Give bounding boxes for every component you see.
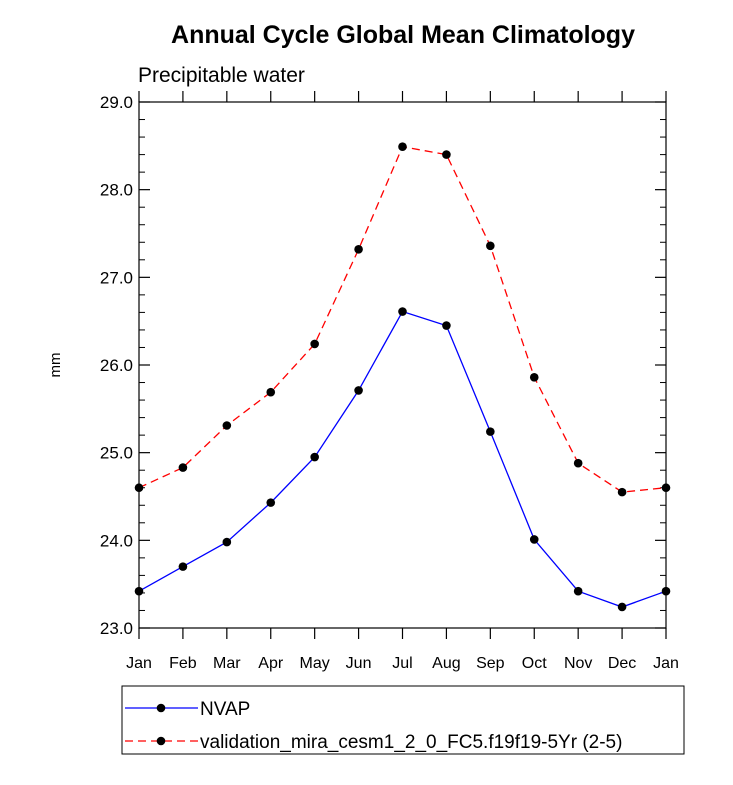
data-point xyxy=(398,142,407,152)
y-tick-label: 23.0 xyxy=(100,619,133,638)
x-tick-label: Dec xyxy=(608,655,636,672)
data-point xyxy=(354,386,363,395)
data-point xyxy=(178,562,188,571)
x-tick-label: Jan xyxy=(126,655,152,672)
data-point xyxy=(661,483,671,493)
x-tick-label: Jan xyxy=(653,655,679,672)
data-point xyxy=(529,372,539,382)
data-point xyxy=(222,421,232,430)
x-tick-label: Apr xyxy=(258,655,284,672)
chart-title: Annual Cycle Global Mean Climatology xyxy=(171,21,635,49)
legend-box xyxy=(121,685,685,755)
x-tick-label: Oct xyxy=(522,655,547,672)
legend: NVAP validation_mira_cesm1_2_0_FC5.f19f19… xyxy=(121,685,685,755)
legend-label: NVAP xyxy=(200,699,250,720)
series-layer xyxy=(134,142,671,612)
y-tick-label: 24.0 xyxy=(100,531,133,550)
data-point xyxy=(398,307,407,316)
y-axis-label: mm xyxy=(47,353,64,378)
x-tick-label: Nov xyxy=(564,655,592,672)
data-point xyxy=(573,586,583,596)
x-tick-label: Jun xyxy=(346,655,372,672)
data-point xyxy=(617,602,627,612)
data-point xyxy=(486,427,495,436)
data-point xyxy=(266,498,276,507)
data-point xyxy=(354,244,363,254)
x-tick-label: Sep xyxy=(476,655,505,672)
y-tick-label: 28.0 xyxy=(100,181,133,200)
legend-label: validation_mira_cesm1_2_0_FC5.f19f19-5Yr… xyxy=(200,732,622,753)
y-tick-label: 29.0 xyxy=(100,93,133,112)
data-point xyxy=(178,463,188,472)
data-point xyxy=(442,150,451,159)
data-point xyxy=(310,339,319,349)
data-point xyxy=(222,537,232,547)
data-point xyxy=(529,535,539,544)
x-tick-label: Jul xyxy=(392,655,412,672)
data-point xyxy=(134,483,144,493)
chart-subtitle: Precipitable water xyxy=(138,64,305,87)
data-point xyxy=(134,586,144,596)
data-point xyxy=(486,241,495,251)
data-point xyxy=(442,321,451,330)
data-point xyxy=(310,452,319,462)
x-tick-label: May xyxy=(300,655,330,672)
plot-frame xyxy=(138,101,667,629)
y-tick-label: 25.0 xyxy=(100,444,133,463)
series-line xyxy=(138,310,667,608)
data-point xyxy=(266,387,276,397)
axes: 23.0 24.0 25.0 26.0 27.0 28.0 29.0 Jan Feb Mar Apr… xyxy=(100,91,679,672)
legend-marker xyxy=(156,736,166,746)
data-point xyxy=(573,458,583,468)
series-1 xyxy=(134,307,671,612)
legend-marker xyxy=(156,703,166,713)
series-2 xyxy=(134,142,671,497)
y-tick-label: 27.0 xyxy=(100,268,133,287)
data-point xyxy=(661,586,671,596)
x-tick-label: Feb xyxy=(169,655,197,672)
series-line xyxy=(138,145,667,493)
data-point xyxy=(617,487,627,497)
x-tick-label: Aug xyxy=(432,655,460,672)
y-tick-label: 26.0 xyxy=(100,356,133,375)
x-tick-label: Mar xyxy=(213,655,241,672)
